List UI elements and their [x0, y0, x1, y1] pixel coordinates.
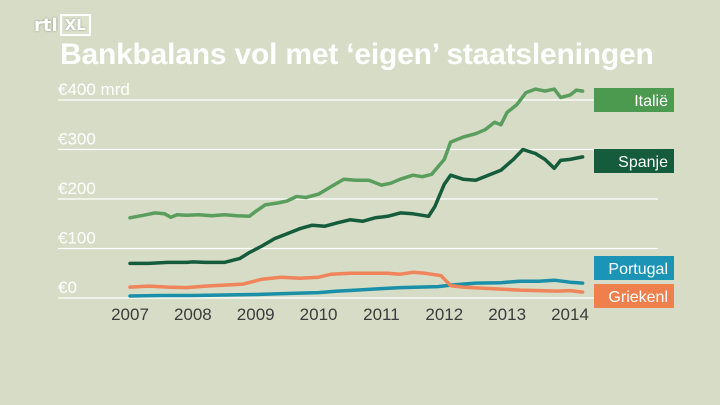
- x-tick-label: 2011: [363, 305, 400, 324]
- series-label-0: Italië: [634, 93, 668, 110]
- channel-logo-left: rtl: [34, 14, 58, 36]
- y-tick-label: €400 mrd: [58, 80, 130, 99]
- series-line-2: [128, 278, 585, 298]
- series-label-box-0: [594, 88, 674, 112]
- x-tick-label: 2013: [488, 305, 526, 324]
- channel-logo: rtl XL: [34, 14, 91, 36]
- series-label-3: Griekenl: [608, 289, 668, 306]
- series-label-2: Portugal: [608, 261, 668, 278]
- y-tick-label: €0: [58, 278, 77, 297]
- series-line-1: [128, 147, 585, 266]
- series-label-box-2: [594, 256, 674, 280]
- y-tick-label: €200: [58, 179, 96, 198]
- series-label-1: Spanje: [618, 154, 668, 171]
- y-tick-label: €300: [58, 130, 96, 149]
- series-line-0: [128, 87, 585, 220]
- series-label-box-1: [594, 149, 674, 173]
- x-tick-label: 2008: [174, 305, 212, 324]
- y-tick-label: €100: [58, 229, 96, 248]
- channel-logo-right: XL: [59, 14, 91, 36]
- x-tick-label: 2010: [300, 305, 338, 324]
- chart-title: Bankbalans vol met ‘eigen’ staatsleninge…: [60, 38, 654, 71]
- x-tick-label: 2007: [111, 305, 149, 324]
- x-tick-label: 2009: [237, 305, 275, 324]
- series-label-box-3: [594, 284, 674, 308]
- x-tick-label: 2012: [425, 305, 463, 324]
- x-tick-label: 2014: [551, 305, 589, 324]
- series-line-3: [128, 270, 585, 294]
